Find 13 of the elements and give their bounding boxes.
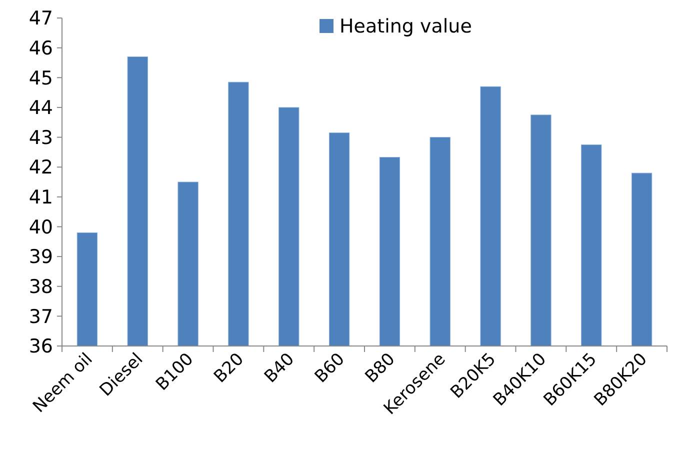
y-tick-label: 36 — [28, 336, 53, 358]
y-tick-label: 47 — [28, 8, 53, 30]
y-tick-label: 46 — [28, 37, 53, 60]
y-tick-label: 45 — [28, 67, 53, 90]
y-tick-label: 43 — [28, 126, 53, 149]
legend-label: Heating value — [340, 16, 472, 38]
y-tick-label: 42 — [28, 156, 53, 179]
y-tick-label: 40 — [28, 216, 53, 238]
y-tick-label: 37 — [28, 306, 53, 328]
y-tick-label: 41 — [28, 186, 53, 209]
y-tick-label: 38 — [28, 276, 53, 298]
y-tick-label: 44 — [28, 97, 53, 120]
y-tick-label: 39 — [28, 246, 53, 268]
